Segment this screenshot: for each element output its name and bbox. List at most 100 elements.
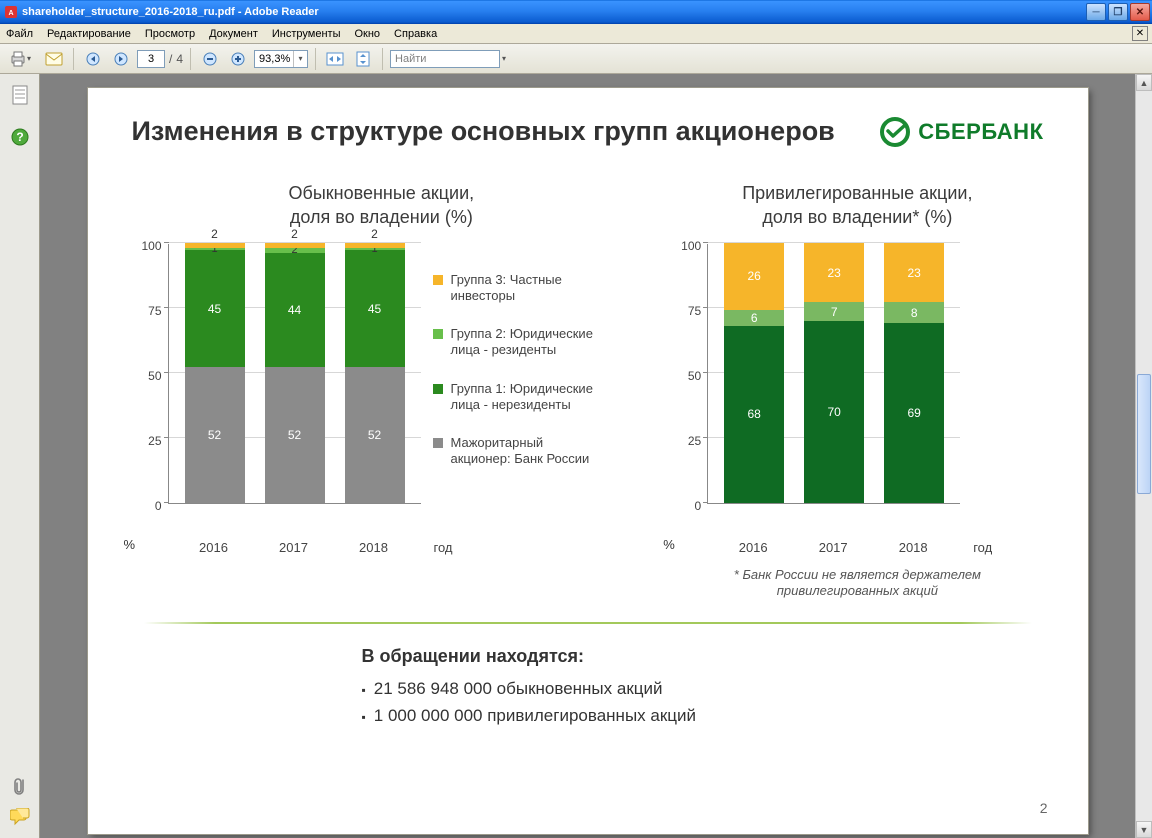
y-tick: 100 — [681, 239, 701, 253]
page-number-input[interactable] — [137, 50, 165, 68]
bar-value-label: 23 — [908, 266, 921, 280]
bar-segment: 44 — [265, 253, 325, 367]
next-page-button[interactable] — [109, 48, 133, 70]
bar-segment: 68 — [724, 326, 784, 503]
menubar: Файл Редактирование Просмотр Документ Ин… — [0, 24, 1152, 44]
bar-value-label: 8 — [911, 306, 918, 320]
close-button[interactable]: ✕ — [1130, 3, 1150, 21]
legend-label: Группа 2: Юридические лица - резиденты — [451, 326, 598, 359]
menu-edit[interactable]: Редактирование — [47, 28, 131, 40]
bar-top-label: 2 — [185, 227, 245, 241]
scroll-up-button[interactable]: ▲ — [1136, 74, 1152, 91]
attachments-panel-icon[interactable] — [9, 776, 31, 798]
circulation-block: В обращении находятся: 21 586 948 000 об… — [362, 642, 1044, 729]
scroll-thumb[interactable] — [1137, 374, 1151, 494]
document-area: Изменения в структуре основных групп акц… — [40, 74, 1135, 838]
zoom-value: 93,3% — [259, 53, 290, 65]
zoom-in-button[interactable] — [226, 48, 250, 70]
x-unit: год — [434, 540, 453, 555]
chart-legend: Группа 3: Частные инвесторыГруппа 2: Юри… — [433, 244, 598, 468]
menu-window[interactable]: Окно — [354, 28, 380, 40]
window-title: shareholder_structure_2016-2018_ru.pdf -… — [22, 6, 1086, 18]
find-placeholder: Найти — [395, 53, 426, 65]
vertical-scrollbar[interactable]: ▲ ▼ — [1135, 74, 1152, 838]
legend-swatch — [433, 438, 443, 448]
page-total: 4 — [176, 52, 183, 66]
y-tick: 100 — [141, 239, 161, 253]
bar-segment: 52 — [265, 367, 325, 502]
comments-panel-icon[interactable] — [9, 806, 31, 828]
bar-segment: 45 — [345, 250, 405, 367]
y-tick: 0 — [155, 499, 162, 513]
circulation-line: 21 586 948 000 обыкновенных акций — [362, 675, 1044, 702]
bar-segment: 70 — [804, 321, 864, 503]
y-tick: 0 — [695, 499, 702, 513]
bar-value-label: 45 — [208, 302, 221, 316]
help-panel-icon[interactable]: ? — [9, 126, 31, 148]
print-button[interactable]: ▾ — [6, 48, 38, 70]
bar-value-label: 52 — [368, 428, 381, 442]
bar-top-label: 2 — [265, 227, 325, 241]
zoom-out-button[interactable] — [198, 48, 222, 70]
bar-top-label: 2 — [345, 227, 405, 241]
svg-text:A: A — [8, 10, 13, 17]
x-unit: год — [973, 540, 992, 555]
chart-left: %0255075100 524512524422524512 — [132, 244, 421, 534]
y-unit: % — [124, 537, 136, 552]
scroll-down-button[interactable]: ▼ — [1136, 821, 1152, 838]
legend-item: Группа 2: Юридические лица - резиденты — [433, 326, 598, 359]
bar-value-label: 69 — [908, 406, 921, 420]
find-input[interactable]: Найти — [390, 50, 500, 68]
y-tick: 75 — [148, 304, 161, 318]
chart-bar: 524422 — [265, 243, 325, 503]
email-button[interactable] — [42, 48, 66, 70]
legend-swatch — [433, 384, 443, 394]
fit-width-button[interactable] — [323, 48, 347, 70]
close-document-button[interactable]: ✕ — [1132, 26, 1148, 41]
bar-value-label: 23 — [828, 266, 841, 280]
bar-value-label: 68 — [748, 407, 761, 421]
bar-segment: 6 — [724, 310, 784, 326]
legend-swatch — [433, 329, 443, 339]
bar-segment: 8 — [884, 302, 944, 323]
bar-value-label: 45 — [368, 302, 381, 316]
pdf-page: Изменения в структуре основных групп акц… — [88, 88, 1088, 834]
bar-segment: 2 — [265, 248, 325, 253]
chart-left-title: Обыкновенные акции, доля во владении (%) — [132, 181, 632, 230]
bar-segment — [345, 243, 405, 248]
pages-panel-icon[interactable] — [9, 84, 31, 106]
menu-document[interactable]: Документ — [209, 28, 258, 40]
x-tick-label: 2017 — [803, 540, 863, 555]
legend-item: Мажоритарный акционер: Банк России — [433, 435, 598, 468]
bar-segment: 45 — [185, 250, 245, 367]
menu-tools[interactable]: Инструменты — [272, 28, 341, 40]
sberbank-logo-icon — [880, 117, 910, 147]
bar-value-label: 6 — [751, 311, 758, 325]
pdf-icon: A — [4, 5, 18, 19]
fit-page-button[interactable] — [351, 48, 375, 70]
slide-title: Изменения в структуре основных групп акц… — [132, 116, 835, 147]
bar-segment: 69 — [884, 323, 944, 502]
chart-right-title: Привилегированные акции, доля во владени… — [671, 181, 1043, 230]
chart-bar: 69 8 23 — [884, 243, 944, 503]
y-tick: 50 — [148, 369, 161, 383]
legend-label: Группа 1: Юридические лица - нерезиденты — [451, 381, 598, 414]
minimize-button[interactable]: ─ — [1086, 3, 1106, 21]
y-tick: 25 — [148, 434, 161, 448]
zoom-select[interactable]: 93,3% ▾ — [254, 50, 308, 68]
page-separator: / — [169, 52, 172, 66]
menu-view[interactable]: Просмотр — [145, 28, 195, 40]
bar-segment: 1 — [345, 248, 405, 251]
menu-file[interactable]: Файл — [6, 28, 33, 40]
circulation-line: 1 000 000 000 привилегированных акций — [362, 702, 1044, 729]
prev-page-button[interactable] — [81, 48, 105, 70]
restore-button[interactable]: ❐ — [1108, 3, 1128, 21]
divider — [144, 622, 1032, 624]
y-tick: 75 — [688, 304, 701, 318]
chart-bar: 524512 — [345, 243, 405, 503]
legend-label: Мажоритарный акционер: Банк России — [451, 435, 598, 468]
menu-help[interactable]: Справка — [394, 28, 437, 40]
bar-segment: 1 — [185, 248, 245, 251]
workspace: ? Изменения в структуре основных групп а… — [0, 74, 1152, 838]
page-number: 2 — [1040, 800, 1048, 816]
